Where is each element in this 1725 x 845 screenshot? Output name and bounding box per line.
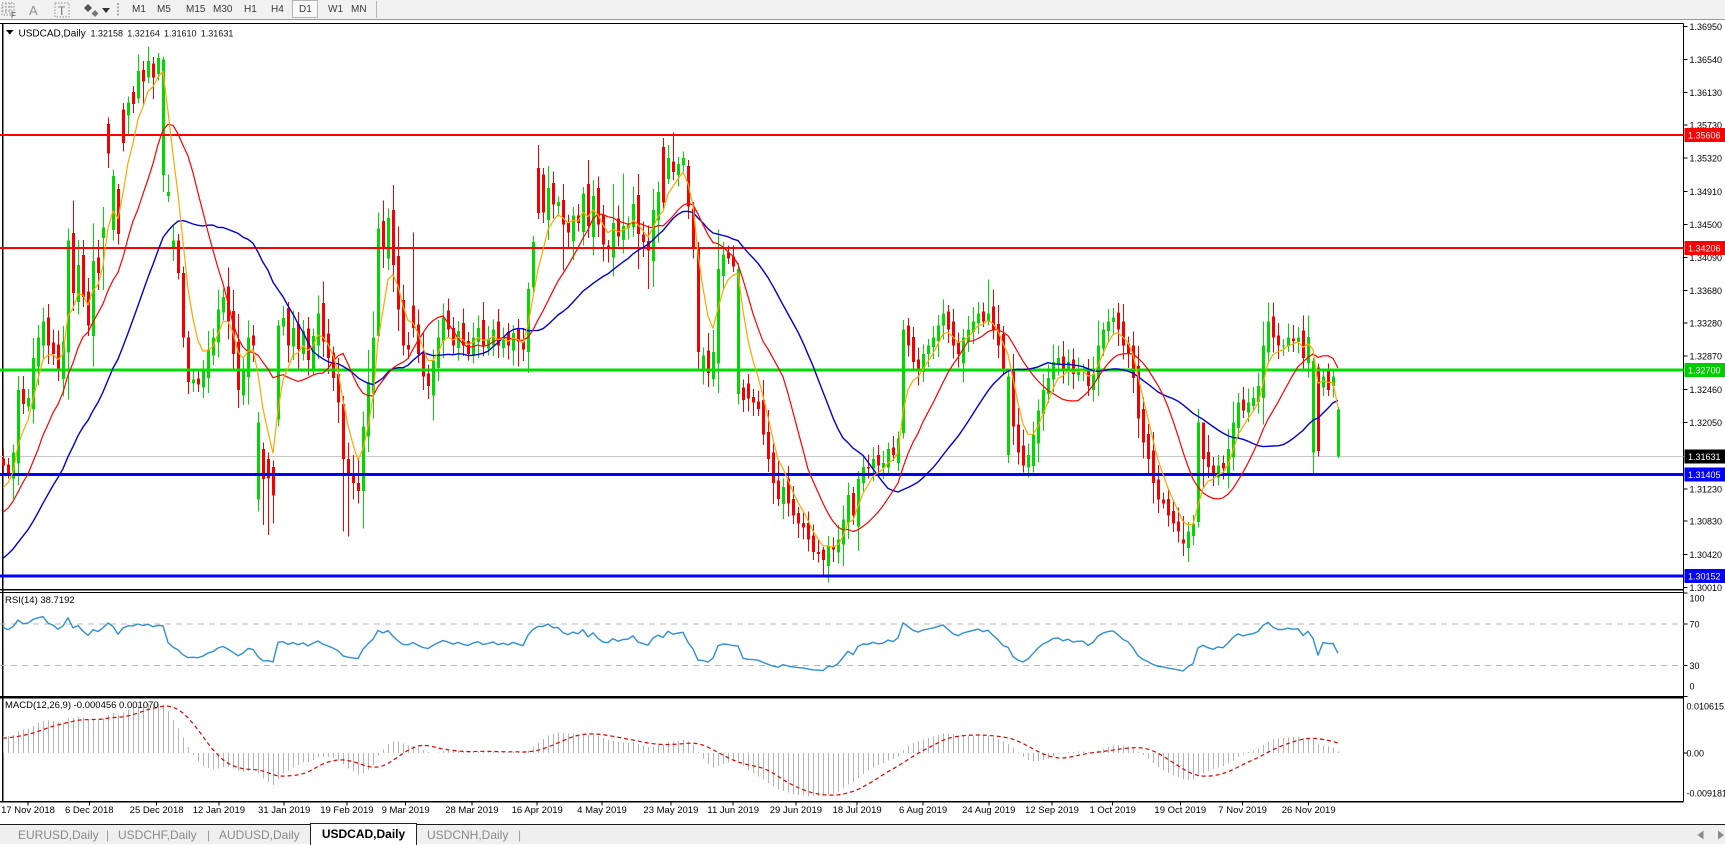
svg-text:4 May 2019: 4 May 2019: [577, 805, 627, 816]
svg-text:26 Nov 2019: 26 Nov 2019: [1282, 805, 1336, 816]
svg-text:6 Dec 2018: 6 Dec 2018: [65, 805, 114, 816]
svg-text:1.31230: 1.31230: [1690, 484, 1723, 494]
svg-text:1.30420: 1.30420: [1690, 550, 1723, 560]
svg-text:1.30010: 1.30010: [1690, 583, 1723, 593]
svg-text:70: 70: [1690, 620, 1700, 630]
svg-text:1.36130: 1.36130: [1690, 88, 1723, 98]
svg-text:1.36950: 1.36950: [1690, 22, 1723, 32]
svg-text:F: F: [11, 11, 16, 20]
svg-text:17 Nov 2018: 17 Nov 2018: [1, 805, 55, 816]
svg-text:11 Jun 2019: 11 Jun 2019: [707, 805, 759, 816]
svg-text:1.32158: 1.32158: [91, 29, 124, 39]
svg-text:1.32164: 1.32164: [127, 29, 160, 39]
svg-text:MACD(12,26,9) -0.000456 0.0010: MACD(12,26,9) -0.000456 0.001070: [5, 700, 159, 711]
svg-text:28 Mar 2019: 28 Mar 2019: [445, 805, 498, 816]
svg-text:12 Sep 2019: 12 Sep 2019: [1025, 805, 1079, 816]
svg-text:1.36540: 1.36540: [1690, 55, 1723, 65]
svg-text:30: 30: [1690, 661, 1700, 671]
svg-text:12 Jan 2019: 12 Jan 2019: [193, 805, 245, 816]
svg-text:1.34910: 1.34910: [1690, 187, 1723, 197]
svg-text:1.32460: 1.32460: [1690, 385, 1723, 395]
svg-text:A: A: [29, 3, 38, 18]
svg-text:USDCAD,Daily: USDCAD,Daily: [19, 29, 86, 40]
svg-text:9 Mar 2019: 9 Mar 2019: [382, 805, 430, 816]
svg-text:1.31610: 1.31610: [164, 29, 197, 39]
svg-text:0.00: 0.00: [1687, 749, 1705, 759]
svg-text:25 Dec 2018: 25 Dec 2018: [130, 805, 184, 816]
svg-text:29 Jun 2019: 29 Jun 2019: [770, 805, 822, 816]
svg-text:1.34206: 1.34206: [1688, 244, 1721, 254]
svg-text:1.30152: 1.30152: [1688, 571, 1721, 581]
svg-text:1.33280: 1.33280: [1690, 319, 1723, 329]
svg-text:RSI(14) 38.7192: RSI(14) 38.7192: [5, 595, 75, 606]
svg-text:T: T: [58, 4, 66, 18]
svg-text:1.32700: 1.32700: [1688, 366, 1721, 376]
svg-text:1.35606: 1.35606: [1688, 131, 1721, 141]
svg-text:16 Apr 2019: 16 Apr 2019: [512, 805, 563, 816]
svg-text:0: 0: [1690, 682, 1695, 692]
svg-text:1.32050: 1.32050: [1690, 418, 1723, 428]
svg-text:19 Feb 2019: 19 Feb 2019: [320, 805, 373, 816]
svg-text:1.34500: 1.34500: [1690, 220, 1723, 230]
svg-text:1.33680: 1.33680: [1690, 286, 1723, 296]
svg-text:19 Oct 2019: 19 Oct 2019: [1154, 805, 1206, 816]
svg-text:6 Aug 2019: 6 Aug 2019: [899, 805, 947, 816]
svg-text:24 Aug 2019: 24 Aug 2019: [962, 805, 1015, 816]
svg-text:31 Jan 2019: 31 Jan 2019: [258, 805, 310, 816]
svg-text:100: 100: [1690, 594, 1705, 604]
svg-text:1.30830: 1.30830: [1690, 517, 1723, 527]
svg-text:1.31631: 1.31631: [201, 29, 234, 39]
svg-text:23 May 2019: 23 May 2019: [643, 805, 698, 816]
svg-text:18 Jul 2019: 18 Jul 2019: [833, 805, 882, 816]
svg-text:1.31631: 1.31631: [1688, 452, 1721, 462]
svg-text:1.32870: 1.32870: [1690, 352, 1723, 362]
svg-text:0.0106151: 0.0106151: [1687, 702, 1725, 712]
svg-text:-0.009181: -0.009181: [1687, 789, 1725, 799]
svg-text:1 Oct 2019: 1 Oct 2019: [1089, 805, 1135, 816]
svg-text:1.35320: 1.35320: [1690, 154, 1723, 164]
svg-text:1.31405: 1.31405: [1688, 470, 1721, 480]
svg-text:7 Nov 2019: 7 Nov 2019: [1218, 805, 1267, 816]
